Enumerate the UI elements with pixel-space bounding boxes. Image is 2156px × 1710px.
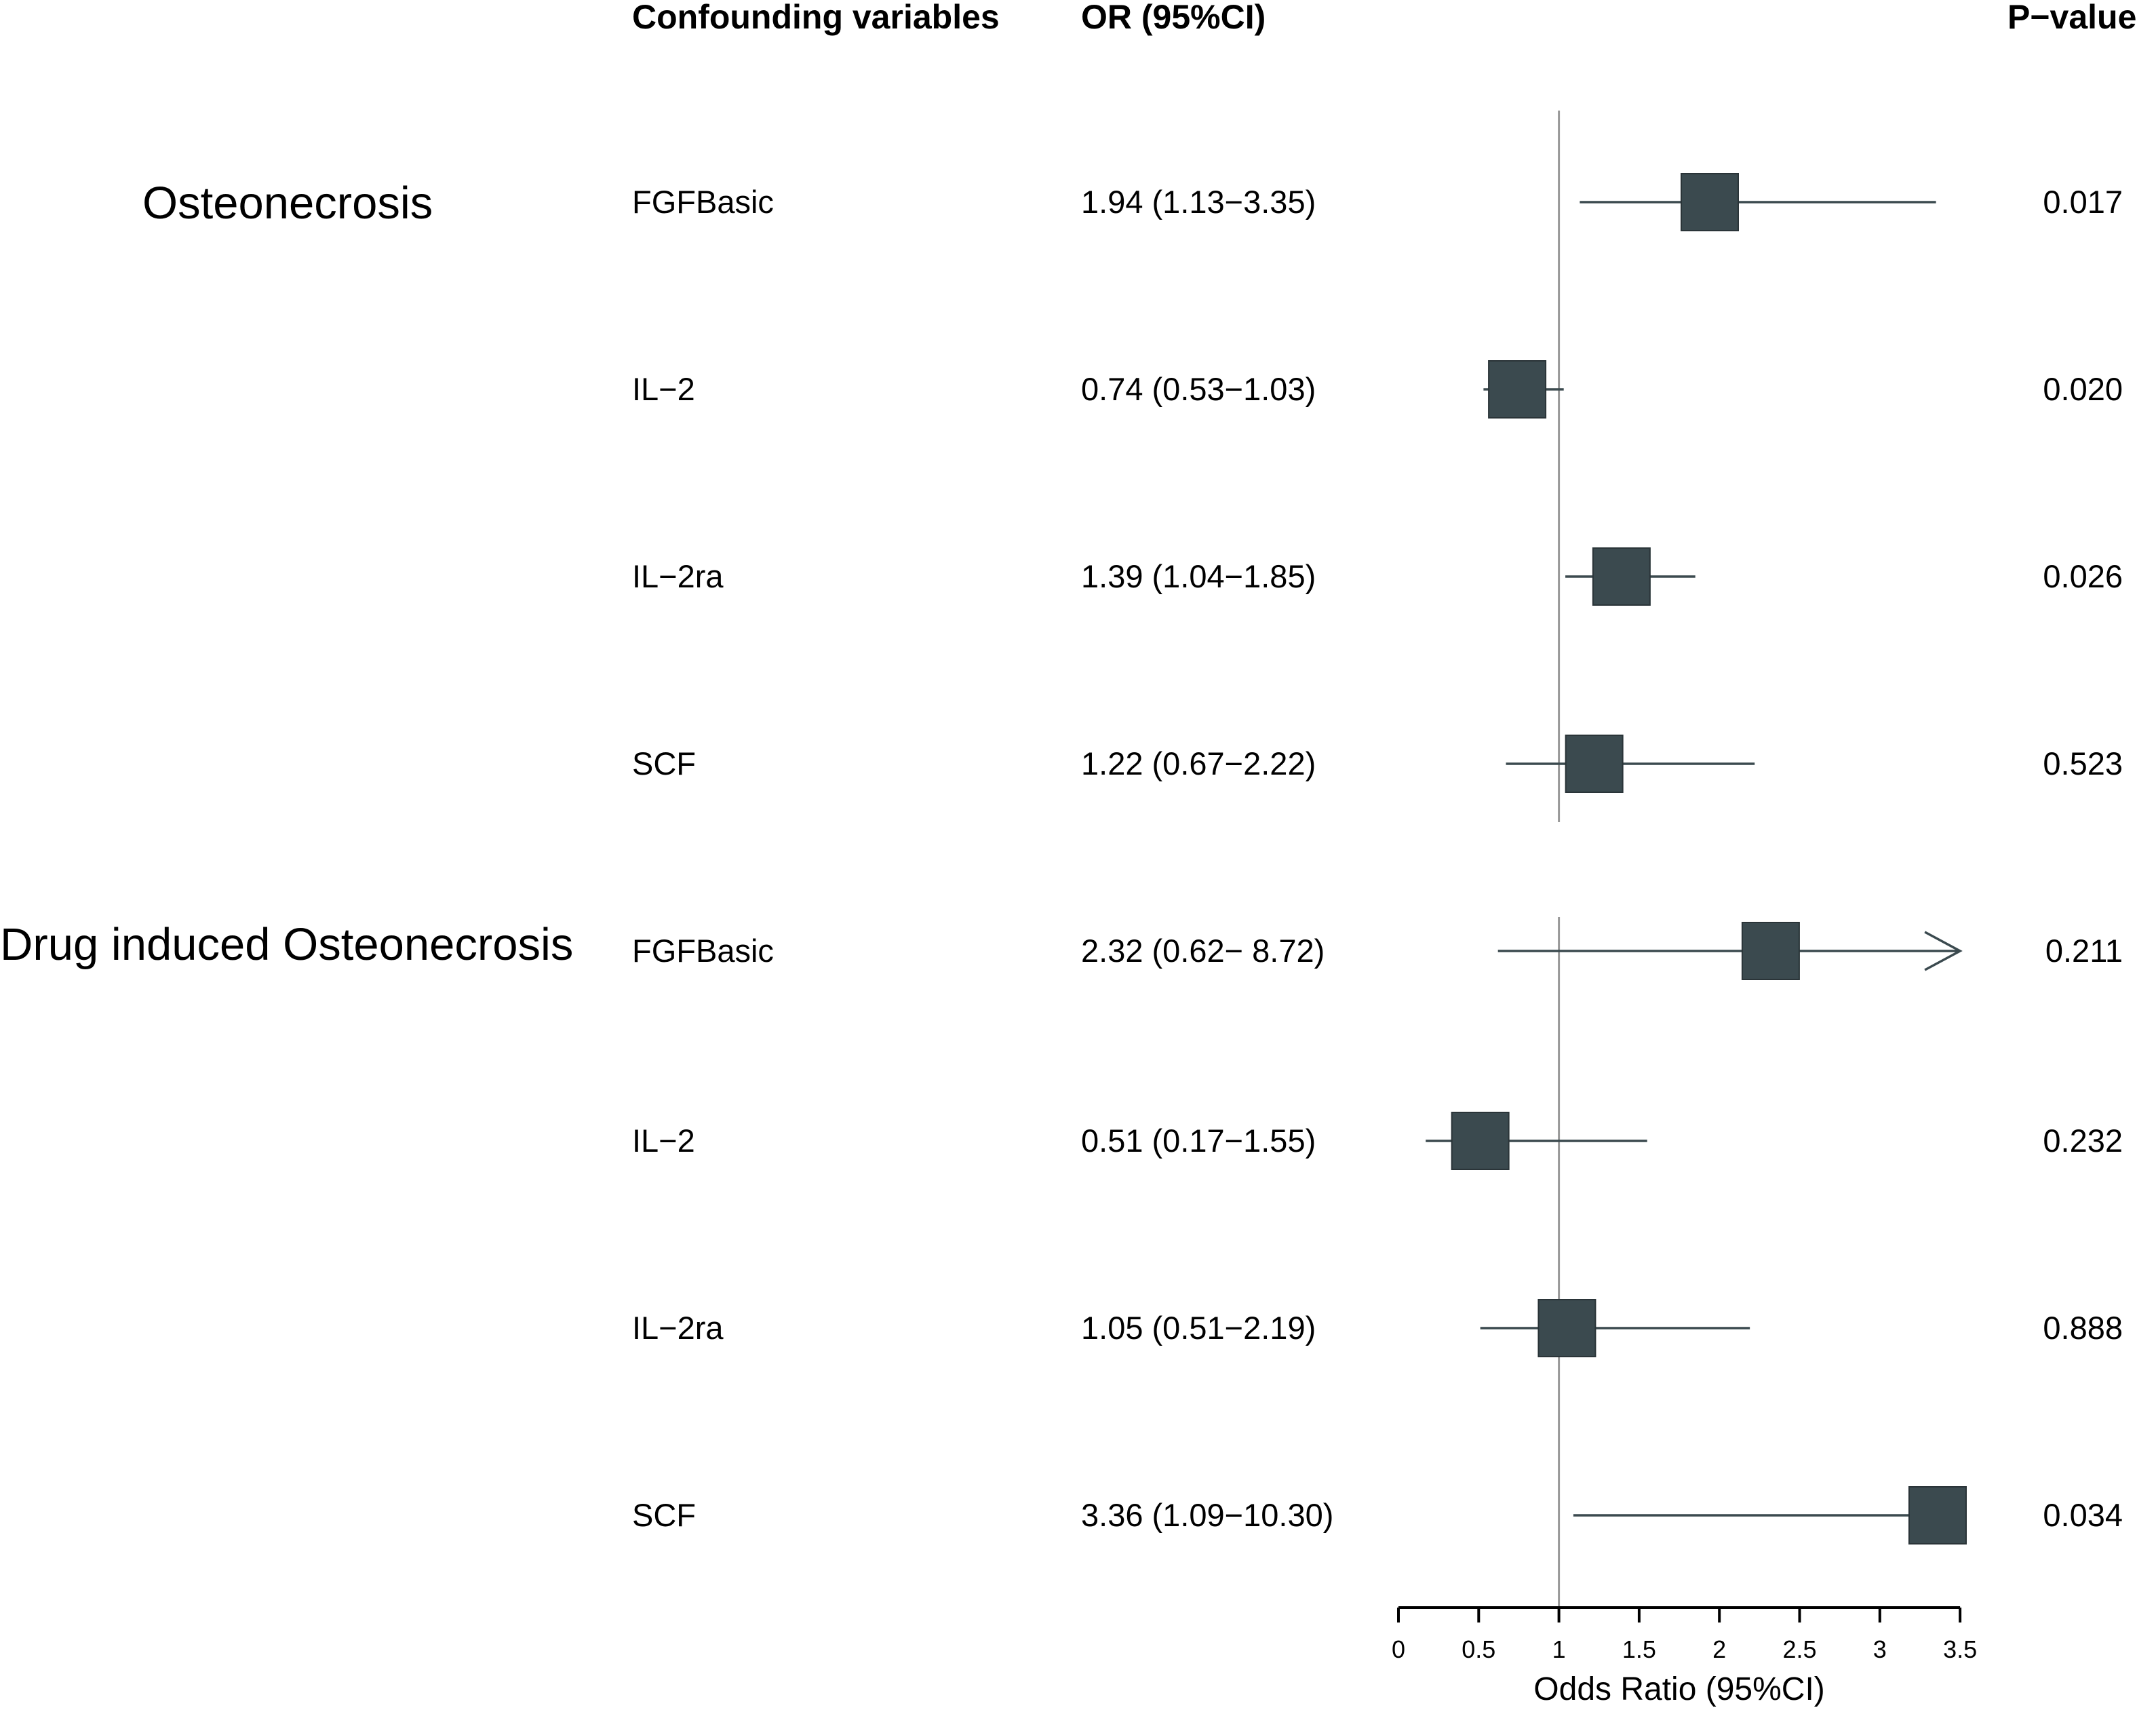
- header-or-ci: OR (95%CI): [1081, 0, 1266, 36]
- header-pvalue: P−value: [2007, 0, 2137, 36]
- point-estimate-box: [1451, 1112, 1510, 1170]
- point-estimate-box: [1908, 1486, 1967, 1544]
- or-ci-label: 0.74 (0.53−1.03): [1081, 371, 1316, 407]
- x-tick-label: 1.5: [1622, 1635, 1656, 1663]
- p-value: 0.026: [2043, 558, 2123, 594]
- variable-label: IL−2ra: [632, 1310, 724, 1346]
- point-estimate-box: [1537, 1299, 1596, 1357]
- point-estimate-box: [1741, 922, 1800, 980]
- x-tick-label: 2: [1712, 1635, 1726, 1663]
- variable-label: FGFBasic: [632, 933, 774, 969]
- or-ci-label: 1.94 (1.13−3.35): [1081, 184, 1316, 220]
- x-tick-label: 1: [1552, 1635, 1566, 1663]
- variable-label: FGFBasic: [632, 184, 774, 220]
- x-axis-label: Odds Ratio (95%CI): [1533, 1671, 1825, 1707]
- point-estimate-box: [1592, 547, 1651, 606]
- variable-label: IL−2: [632, 371, 695, 407]
- x-tick-label: 0: [1392, 1635, 1405, 1663]
- x-tick-label: 0.5: [1462, 1635, 1495, 1663]
- group-title-osteonecrosis: Osteonecrosis: [142, 178, 433, 229]
- x-tick-label: 3.5: [1943, 1635, 1977, 1663]
- x-tick-label: 3: [1873, 1635, 1887, 1663]
- variable-label: SCF: [632, 745, 696, 781]
- point-estimate-box: [1681, 173, 1740, 231]
- variable-label: SCF: [632, 1497, 696, 1533]
- p-value: 0.523: [2043, 745, 2123, 781]
- group-title-drug-induced: Drug induced Osteonecrosis: [0, 919, 574, 970]
- x-tick-label: 2.5: [1782, 1635, 1816, 1663]
- p-value: 0.211: [2045, 933, 2123, 969]
- p-value: 0.017: [2043, 184, 2123, 220]
- point-estimate-box: [1488, 360, 1547, 419]
- or-ci-label: 2.32 (0.62− 8.72): [1081, 933, 1325, 969]
- variable-label: IL−2ra: [632, 558, 724, 594]
- or-ci-label: 3.36 (1.09−10.30): [1081, 1497, 1334, 1533]
- p-value: 0.888: [2043, 1310, 2123, 1346]
- or-ci-label: 1.05 (0.51−2.19): [1081, 1310, 1316, 1346]
- p-value: 0.020: [2043, 371, 2123, 407]
- header-variables: Confounding variables: [632, 0, 1000, 36]
- point-estimate-box: [1565, 735, 1624, 793]
- ci-overflow-arrow: [1924, 931, 1963, 971]
- p-value: 0.034: [2043, 1497, 2123, 1533]
- p-value: 0.232: [2043, 1123, 2123, 1159]
- or-ci-label: 1.22 (0.67−2.22): [1081, 745, 1316, 781]
- or-ci-label: 0.51 (0.17−1.55): [1081, 1123, 1316, 1159]
- or-ci-label: 1.39 (1.04−1.85): [1081, 558, 1316, 594]
- variable-label: IL−2: [632, 1123, 695, 1159]
